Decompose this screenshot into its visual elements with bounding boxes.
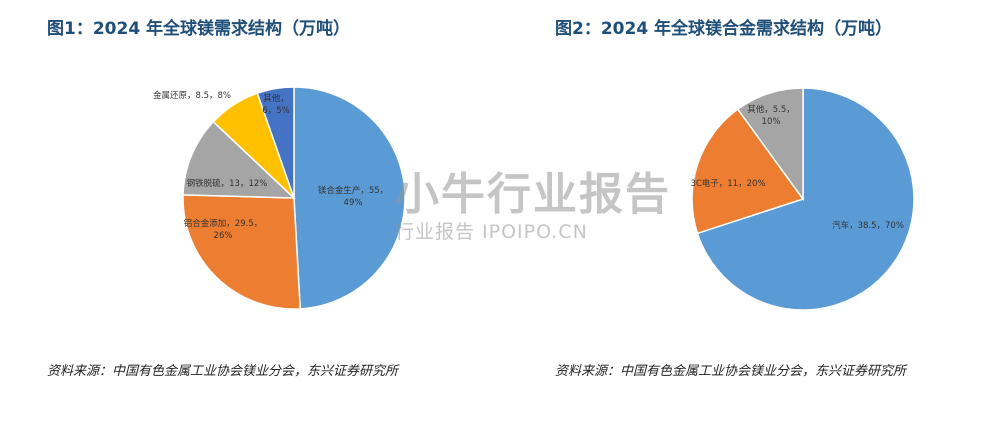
chart2-slice-2-percent: 10%	[762, 117, 781, 127]
chart1-slice-0-percent: 49%	[344, 198, 363, 208]
chart1-slice-3-label: 金属还原，8.5，8%	[153, 90, 231, 101]
figure-1-title: 图1：2024 年全球镁需求结构（万吨）	[47, 19, 351, 39]
chart1-slice-1-percent: 26%	[214, 231, 233, 241]
chart2-slice-1-label: 3C电子，11，20%	[690, 178, 765, 189]
figure-2-source: 资料来源：中国有色金属工业协会镁业分会，东兴证券研究所	[555, 364, 907, 379]
figure-2-title: 图2：2024 年全球镁合金需求结构（万吨）	[555, 19, 893, 39]
chart1-slice-0-label: 镁合金生产，55，	[318, 185, 388, 196]
chart1-slice-4-label: 其他，	[263, 93, 289, 104]
chart1-slice-1	[182, 194, 302, 310]
chart2-slice-0-label: 汽车，38.5，70%	[832, 220, 904, 231]
chart1-slice-4-percent: 6，5%	[262, 106, 289, 116]
chart2-slice-0	[696, 87, 915, 311]
chart1-slice-2-label: 钢铁脱硫，13，12%	[187, 178, 268, 189]
chart2-slice-1	[691, 108, 805, 235]
chart1-slice-2	[182, 120, 296, 199]
chart1-slice-0	[293, 86, 406, 310]
chart1-slice-4	[256, 86, 295, 199]
chart2-slice-2	[736, 87, 804, 202]
figure-1-source: 资料来源：中国有色金属工业协会镁业分会，东兴证券研究所	[47, 364, 399, 379]
chart2-slice-2-label: 其他，5.5，	[747, 104, 795, 115]
chart1-slice-1-label: 铝合金添加，29.5，	[184, 218, 262, 229]
